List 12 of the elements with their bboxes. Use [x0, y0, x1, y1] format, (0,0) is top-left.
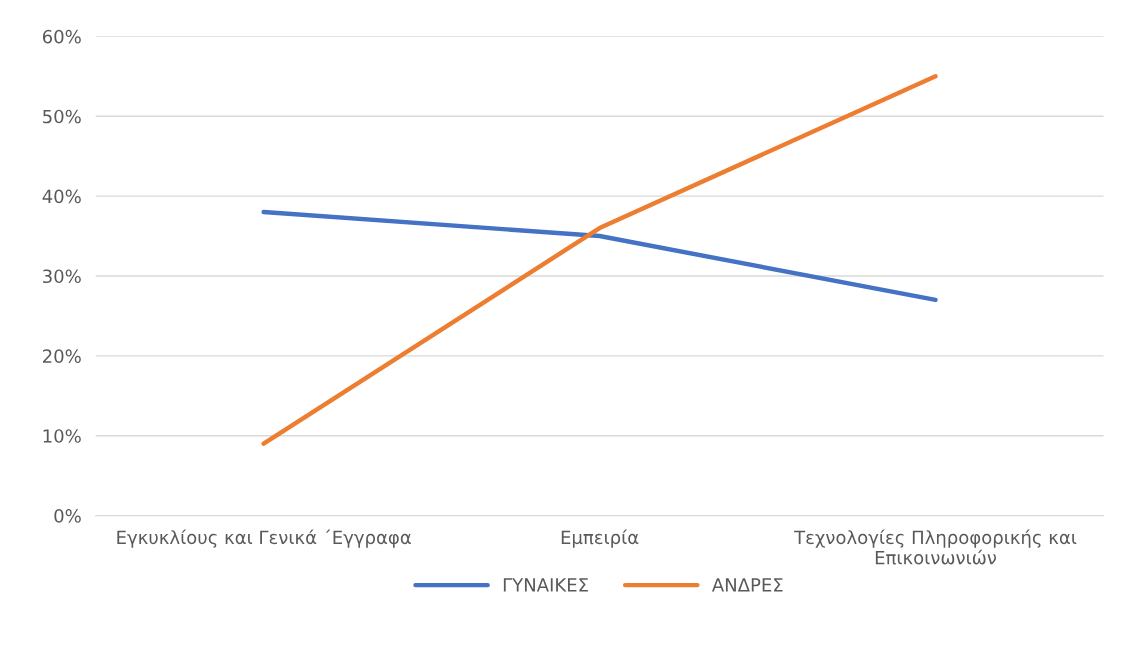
y-tick-label: 30% [43, 269, 81, 284]
y-tick-label: 40% [42, 189, 81, 204]
y-tick-label: 0% [54, 509, 81, 523]
y-tick-label: 60% [42, 29, 81, 44]
y-tick-label: 10% [43, 429, 81, 443]
x-tick-label: Εμπειρία [561, 529, 639, 548]
y-tick-label: 20% [43, 349, 81, 363]
x-tick-label: Εγκυκλίους και Γενικά ΄Εγγραφα [117, 529, 411, 548]
legend-label: ΓΥΝΑΙΚΕΣ [503, 578, 588, 592]
legend-label: ΑΝΔΡΕΣ [711, 578, 783, 592]
x-tick-label: Τεχνολογίες Πληροφορικής και Επικοινωνιών [794, 529, 1077, 565]
y-tick-label: 50% [43, 109, 81, 124]
